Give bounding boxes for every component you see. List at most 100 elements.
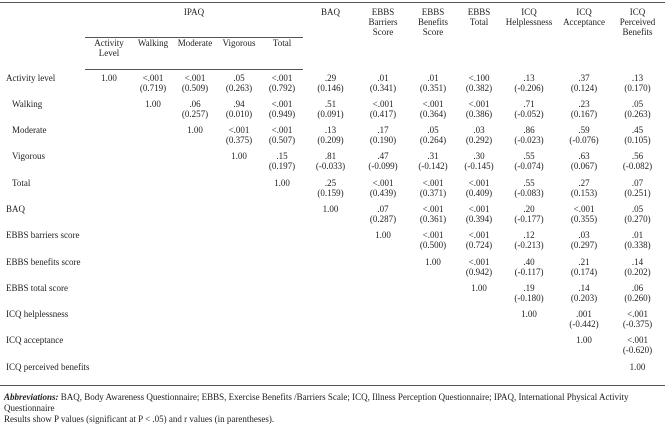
table-cell: .13 (-0.206) <box>500 70 558 96</box>
cell-value: 1.00 <box>274 177 290 188</box>
table-cell: .86 (-0.023) <box>500 122 558 148</box>
table-cell: 1.00 <box>610 358 665 386</box>
table-cell <box>133 175 173 201</box>
table-cell: .71 (-0.052) <box>500 96 558 122</box>
p-value: .20 <box>523 203 535 214</box>
cell-value: 1.00 <box>187 125 203 136</box>
row-label: Total <box>12 177 31 188</box>
table-cell: .001 (-0.442) <box>558 306 610 332</box>
r-value: (0.942) <box>465 266 493 277</box>
r-value: (0.287) <box>369 213 397 224</box>
table-cell: <.001 (0.949) <box>261 96 303 122</box>
table-cell: .13 (0.170) <box>610 70 665 96</box>
table-cell: <.001 (0.375) <box>217 122 261 148</box>
r-value: (0.409) <box>465 187 493 198</box>
table-cell: 1.00 <box>358 227 408 253</box>
table-cell: .01 (0.338) <box>610 227 665 253</box>
row-label: BAQ <box>6 203 26 214</box>
r-value: (0.417) <box>369 108 397 119</box>
r-value: (-0.145) <box>464 161 494 172</box>
table-row: BAQ 1.00.07 (0.287) <.001 (0.361) <.001 (0.394… <box>0 201 665 227</box>
table-cell <box>500 332 558 358</box>
p-value: .37 <box>578 72 590 83</box>
r-value: (0.394) <box>465 213 493 224</box>
table-cell: .40 (-0.117) <box>500 254 558 280</box>
r-value: (0.260) <box>624 292 651 303</box>
table-cell: .19 (-0.180) <box>500 280 558 306</box>
p-value: <.001 <box>372 177 394 188</box>
r-value: (0.067) <box>570 161 598 172</box>
table-cell: <.001 (0.724) <box>458 227 500 253</box>
table-row: EBBS total score 1.00.19 (-0.180) .14 (0.203… <box>0 280 665 306</box>
p-value: .29 <box>324 72 337 83</box>
table-cell: .55 (-0.074) <box>500 148 558 174</box>
table-cell <box>303 254 358 280</box>
table-cell: 1.00 <box>500 306 558 332</box>
table-cell <box>133 122 173 148</box>
p-value: .25 <box>324 177 337 188</box>
table-cell: <.001 (0.364) <box>408 96 458 122</box>
p-value: <.001 <box>627 309 648 320</box>
p-value: <.001 <box>468 203 490 214</box>
p-value: .05 <box>233 73 245 83</box>
table-cell <box>458 332 500 358</box>
p-value: <.001 <box>228 125 250 136</box>
table-cell <box>85 358 133 386</box>
table-cell <box>85 332 133 358</box>
table-cell: <.001 (0.361) <box>408 201 458 227</box>
row-label: ICQ acceptance <box>6 335 64 346</box>
table-cell <box>85 306 133 332</box>
p-value: <.001 <box>422 203 444 214</box>
table-cell <box>408 306 458 332</box>
r-value: (0.159) <box>317 187 344 198</box>
table-body: Activity level 1.00 <.001 (0.719) <.001 (0.50… <box>0 70 665 386</box>
p-value: .13 <box>631 72 644 83</box>
row-label: ICQ perceived benefits <box>0 358 89 386</box>
table-cell: .06 (0.257) <box>173 96 217 122</box>
table-cell: .59 (-0.076) <box>558 122 610 148</box>
p-value: .63 <box>578 151 590 162</box>
table-cell: .45 (0.105) <box>610 122 665 148</box>
r-value: (0.257) <box>181 108 209 119</box>
table-cell <box>85 148 133 174</box>
table-cell: .15 (0.197) <box>261 148 303 174</box>
table-cell: <.001 (0.355) <box>558 201 610 227</box>
p-value: .05 <box>631 98 644 109</box>
r-value: (0.439) <box>369 187 397 198</box>
r-value: (0.202) <box>624 266 651 277</box>
p-value: <.001 <box>142 73 164 83</box>
r-value: (-0.180) <box>514 292 544 303</box>
table-cell: <.001 (0.394) <box>458 201 500 227</box>
r-value: (0.341) <box>369 82 397 93</box>
r-value: (-0.052) <box>514 108 544 119</box>
p-value: .06 <box>631 282 644 293</box>
p-value: .03 <box>473 125 485 136</box>
p-value: .07 <box>377 203 389 214</box>
table-cell <box>358 332 408 358</box>
r-value: (0.386) <box>465 108 493 119</box>
p-value: .47 <box>377 151 389 162</box>
r-value: (0.292) <box>465 135 493 146</box>
p-value: .13 <box>523 72 535 83</box>
table-row: EBBS benefits score 1.00 <.001 (0.942) .40 (-… <box>0 254 665 280</box>
table-cell <box>173 201 217 227</box>
r-value: (0.297) <box>570 240 598 251</box>
table-cell: .31 (-0.142) <box>408 148 458 174</box>
table-cell <box>85 96 133 122</box>
r-value: (-0.117) <box>514 266 544 277</box>
r-value: (0.371) <box>419 187 447 198</box>
column-header: Vigorous <box>217 37 261 70</box>
p-value: .05 <box>427 125 439 136</box>
row-label: Moderate <box>12 125 47 136</box>
p-value: .23 <box>578 98 590 109</box>
table-cell <box>173 358 217 386</box>
table-row: EBBS barriers score 1.00 <.001 (0.500) <.001… <box>0 227 665 253</box>
table-cell <box>173 254 217 280</box>
p-value: .14 <box>631 256 644 267</box>
p-value: .30 <box>473 151 485 162</box>
p-value: <.001 <box>573 203 595 214</box>
table-cell <box>173 280 217 306</box>
table-cell <box>303 280 358 306</box>
row-label: Activity level <box>6 72 56 83</box>
table-cell: <.001 (0.371) <box>408 175 458 201</box>
